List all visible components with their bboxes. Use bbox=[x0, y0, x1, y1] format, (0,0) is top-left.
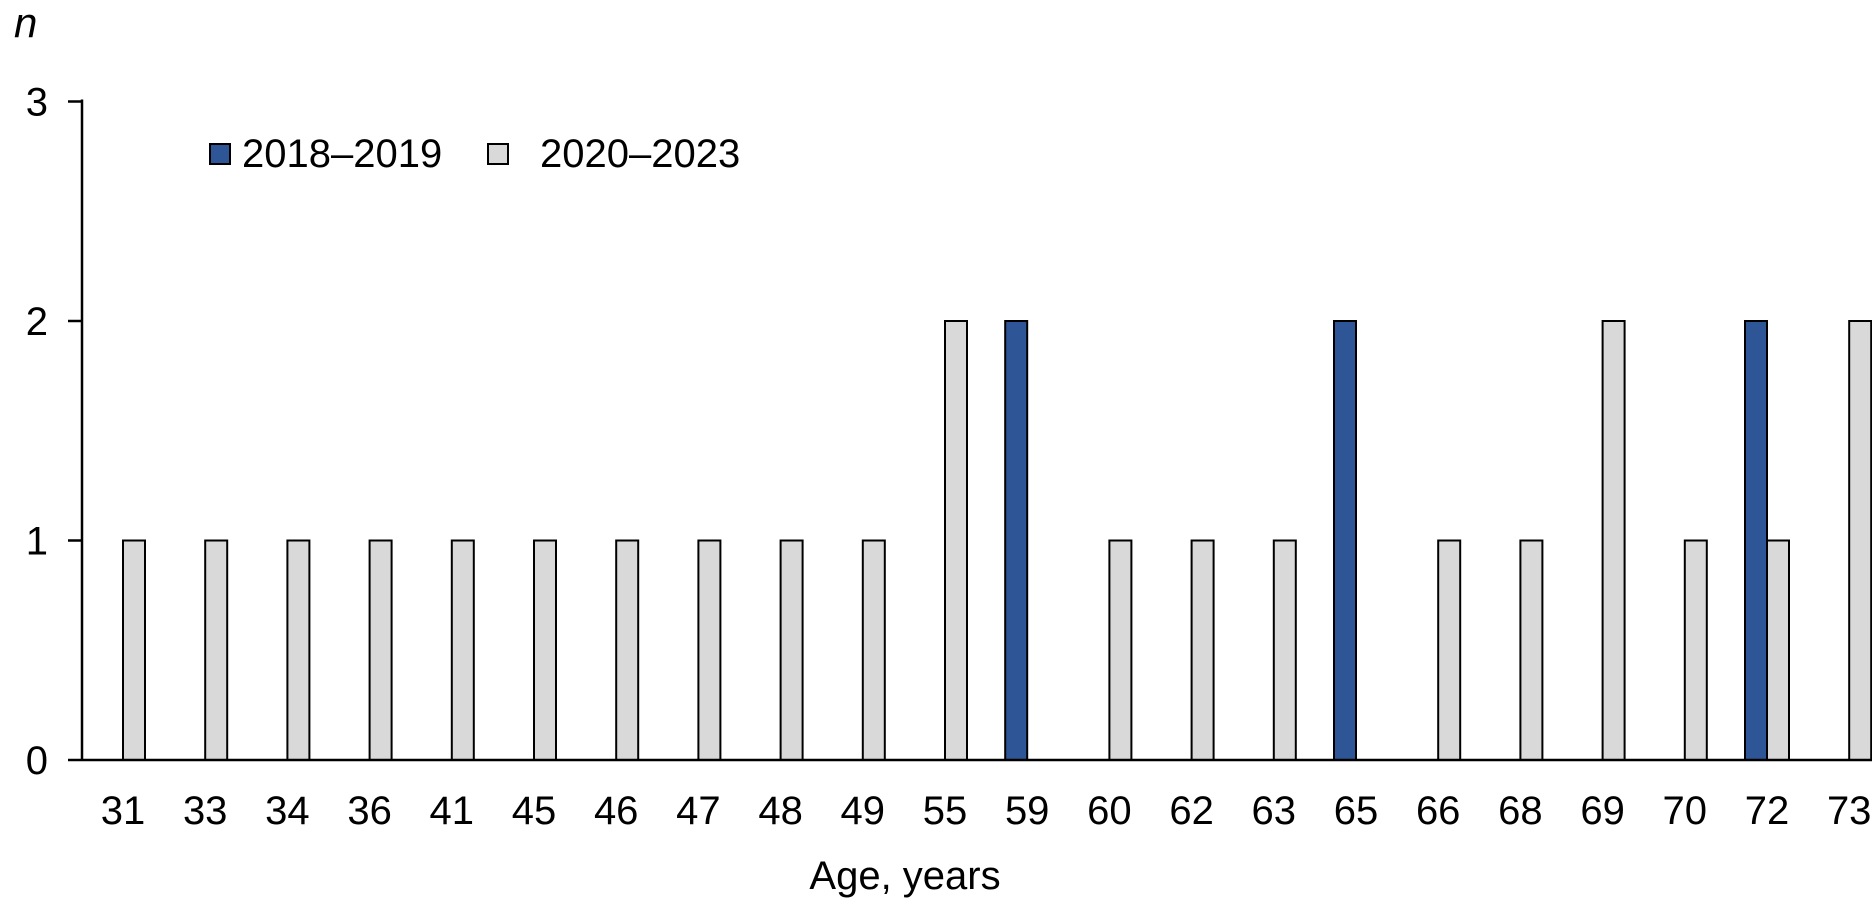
y-tick-label-0: 0 bbox=[26, 739, 48, 783]
x-tick-label-72: 72 bbox=[1745, 789, 1790, 833]
x-tick-label-46: 46 bbox=[594, 789, 639, 833]
bar-series2-age-41 bbox=[450, 539, 475, 761]
bar-series2-age-31 bbox=[122, 539, 146, 761]
bar-series1-age-65 bbox=[1333, 320, 1357, 761]
x-tick-label-66: 66 bbox=[1416, 789, 1461, 833]
x-tick-label-49: 49 bbox=[841, 789, 886, 833]
x-tick-label-65: 65 bbox=[1334, 789, 1379, 833]
x-tick-label-63: 63 bbox=[1252, 789, 1297, 833]
x-tick-label-47: 47 bbox=[676, 789, 721, 833]
bar-series1-age-59 bbox=[1004, 320, 1029, 761]
legend-swatch-series1 bbox=[209, 143, 231, 165]
x-tick-label-70: 70 bbox=[1663, 789, 1708, 833]
bar-series2-age-49 bbox=[861, 539, 886, 761]
bar-series2-age-34 bbox=[286, 539, 311, 761]
x-tick-label-60: 60 bbox=[1087, 789, 1132, 833]
bar-series2-age-73 bbox=[1848, 320, 1872, 761]
bar-series2-age-60 bbox=[1108, 539, 1133, 761]
bar-series2-age-69 bbox=[1601, 320, 1626, 761]
x-tick-label-48: 48 bbox=[758, 789, 803, 833]
x-tick-label-33: 33 bbox=[183, 789, 228, 833]
bar-series2-age-36 bbox=[368, 539, 393, 761]
bar-series2-age-72 bbox=[1766, 539, 1790, 761]
x-axis-title: Age, years bbox=[809, 854, 1000, 898]
bar-series2-age-62 bbox=[1190, 539, 1215, 761]
bar-series2-age-46 bbox=[615, 539, 640, 761]
bar-series2-age-33 bbox=[204, 539, 229, 761]
x-tick-label-59: 59 bbox=[1005, 789, 1050, 833]
x-tick-label-68: 68 bbox=[1498, 789, 1543, 833]
bar-series2-age-68 bbox=[1519, 539, 1544, 761]
y-axis-title: n bbox=[14, 0, 37, 46]
x-tick-label-36: 36 bbox=[347, 789, 392, 833]
legend-label-series2: 2020–2023 bbox=[540, 132, 740, 176]
y-tick-label-3: 3 bbox=[26, 81, 48, 125]
bar-series1-age-72 bbox=[1744, 320, 1768, 761]
bar-series2-age-63 bbox=[1272, 539, 1297, 761]
bar-series2-age-48 bbox=[779, 539, 804, 761]
x-tick-label-45: 45 bbox=[512, 789, 557, 833]
x-tick-label-31: 31 bbox=[101, 789, 146, 833]
x-tick-label-55: 55 bbox=[923, 789, 968, 833]
bar-series2-age-70 bbox=[1683, 539, 1708, 761]
x-tick-label-34: 34 bbox=[265, 789, 310, 833]
y-tick-label-1: 1 bbox=[26, 520, 48, 564]
x-tick-label-69: 69 bbox=[1580, 789, 1625, 833]
legend-label-series1: 2018–2019 bbox=[242, 132, 442, 176]
x-tick-label-41: 41 bbox=[430, 789, 475, 833]
x-tick-label-62: 62 bbox=[1169, 789, 1214, 833]
legend-swatch-series2 bbox=[487, 143, 509, 165]
bar-series2-age-55 bbox=[944, 320, 968, 761]
bar-series2-age-45 bbox=[533, 539, 557, 761]
y-tick-label-2: 2 bbox=[26, 300, 48, 344]
x-tick-label-73: 73 bbox=[1827, 789, 1872, 833]
bar-series2-age-47 bbox=[697, 539, 722, 761]
bar-series2-age-66 bbox=[1437, 539, 1462, 761]
